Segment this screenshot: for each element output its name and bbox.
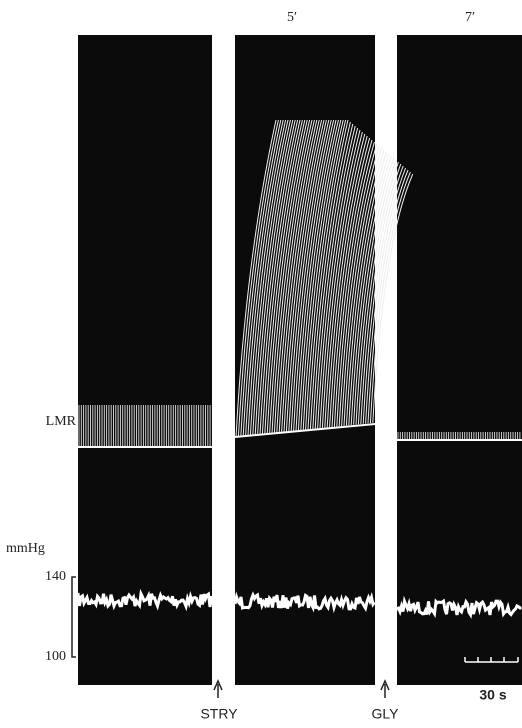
panel-label: 7′ <box>465 10 475 25</box>
time-bar <box>464 657 519 663</box>
scale-top: 140 <box>45 569 66 584</box>
lmr-trace <box>78 405 211 447</box>
marker-label: GLY <box>372 706 400 722</box>
scale-bracket <box>71 576 76 658</box>
trace-label: LMR <box>46 414 77 429</box>
lmr-baseline <box>234 423 376 438</box>
marker-arrow <box>213 679 223 698</box>
scale-unit: mmHg <box>6 541 45 556</box>
pressure-trace <box>395 595 522 619</box>
marker-label: STRY <box>200 706 238 722</box>
pressure-trace <box>76 588 213 612</box>
lmr-trace <box>236 120 413 437</box>
traces <box>76 120 522 619</box>
lmr-trace <box>397 432 521 440</box>
time-scale: 30 s <box>479 687 506 703</box>
panel-label: 5′ <box>287 10 297 25</box>
panel-control <box>78 35 212 685</box>
marker-arrow <box>380 679 390 698</box>
scale-bottom: 100 <box>45 649 66 664</box>
panel-glycine <box>397 35 522 685</box>
pressure-trace <box>233 591 376 614</box>
